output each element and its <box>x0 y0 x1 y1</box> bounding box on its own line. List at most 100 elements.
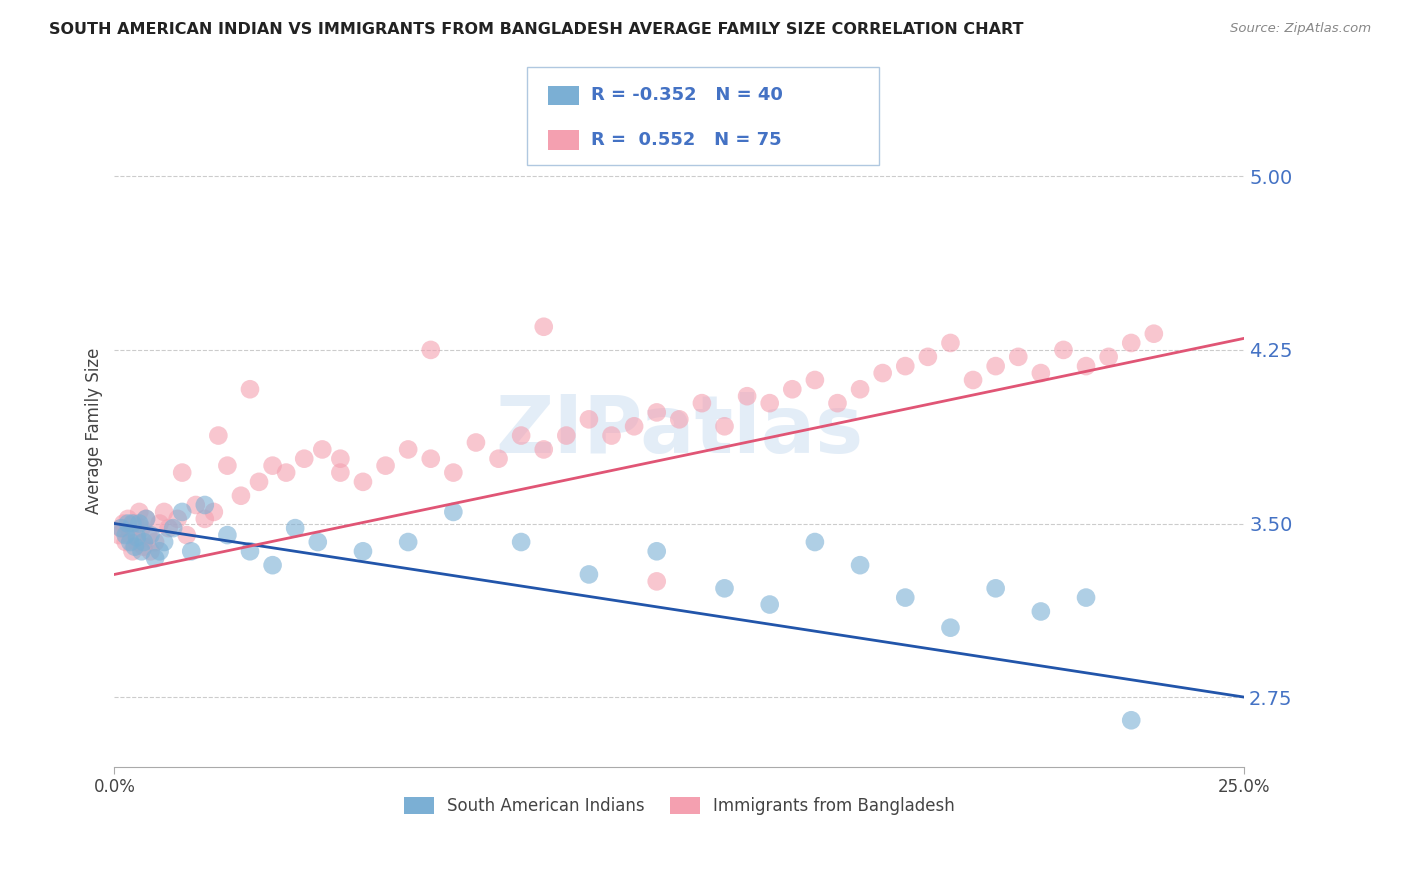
Point <box>984 359 1007 373</box>
Point <box>172 505 194 519</box>
Point <box>132 535 155 549</box>
Point <box>804 373 827 387</box>
Point <box>135 512 157 526</box>
Point <box>117 512 139 526</box>
Point <box>1074 591 1097 605</box>
Point <box>827 396 849 410</box>
Point <box>668 412 690 426</box>
Point <box>110 521 132 535</box>
Point <box>121 544 143 558</box>
Text: Source: ZipAtlas.com: Source: ZipAtlas.com <box>1230 22 1371 36</box>
Point <box>533 319 555 334</box>
Point <box>110 521 132 535</box>
Point <box>555 428 578 442</box>
Point <box>176 528 198 542</box>
Point <box>207 428 229 442</box>
Point <box>939 335 962 350</box>
Point <box>124 540 146 554</box>
Point <box>239 544 262 558</box>
Point <box>374 458 396 473</box>
Point <box>1007 350 1029 364</box>
Point <box>1121 335 1143 350</box>
Point <box>292 451 315 466</box>
Point <box>131 521 153 535</box>
Point <box>645 544 668 558</box>
Point <box>488 451 510 466</box>
Point <box>352 544 374 558</box>
Point <box>735 389 758 403</box>
Point <box>1029 605 1052 619</box>
Point <box>262 558 284 573</box>
Point <box>143 535 166 549</box>
Point <box>396 442 419 457</box>
Point <box>645 574 668 589</box>
Text: ZIPatlas: ZIPatlas <box>495 392 863 470</box>
Point <box>311 442 333 457</box>
Point <box>153 505 176 519</box>
Point <box>533 442 555 457</box>
Point <box>510 535 533 549</box>
Point <box>108 528 131 542</box>
Point <box>578 412 600 426</box>
Point <box>758 396 780 410</box>
Point <box>645 405 668 419</box>
Point <box>690 396 713 410</box>
Point <box>962 373 984 387</box>
Point <box>1029 366 1052 380</box>
Text: SOUTH AMERICAN INDIAN VS IMMIGRANTS FROM BANGLADESH AVERAGE FAMILY SIZE CORRELAT: SOUTH AMERICAN INDIAN VS IMMIGRANTS FROM… <box>49 22 1024 37</box>
Point <box>217 528 239 542</box>
Point <box>758 598 780 612</box>
Point <box>441 505 464 519</box>
Point <box>1098 350 1121 364</box>
Point <box>229 489 252 503</box>
Point <box>131 544 153 558</box>
Point <box>149 544 172 558</box>
Point <box>239 382 262 396</box>
Point <box>623 419 645 434</box>
Point <box>465 435 488 450</box>
Point <box>202 505 225 519</box>
Point <box>166 512 188 526</box>
Text: R =  0.552   N = 75: R = 0.552 N = 75 <box>591 131 782 149</box>
Point <box>600 428 623 442</box>
Point <box>352 475 374 489</box>
Point <box>894 359 917 373</box>
Point <box>172 466 194 480</box>
Point <box>1143 326 1166 341</box>
Point <box>120 535 142 549</box>
Point <box>849 382 872 396</box>
Text: R = -0.352   N = 40: R = -0.352 N = 40 <box>591 87 782 104</box>
Point <box>1121 713 1143 727</box>
Point <box>396 535 419 549</box>
Point <box>153 535 176 549</box>
Point <box>329 451 352 466</box>
Point <box>849 558 872 573</box>
Point <box>132 540 155 554</box>
Point <box>441 466 464 480</box>
Point <box>276 466 298 480</box>
Point <box>307 535 329 549</box>
Point <box>510 428 533 442</box>
Point <box>713 419 735 434</box>
Point <box>247 475 270 489</box>
Point <box>184 498 207 512</box>
Point <box>329 466 352 480</box>
Point <box>117 516 139 531</box>
Point <box>419 451 441 466</box>
Point <box>128 505 150 519</box>
Point <box>284 521 307 535</box>
Point <box>578 567 600 582</box>
Point <box>713 582 735 596</box>
Point <box>114 535 136 549</box>
Point <box>939 621 962 635</box>
Point <box>917 350 939 364</box>
Point <box>894 591 917 605</box>
Point <box>124 516 146 531</box>
Point <box>1074 359 1097 373</box>
Y-axis label: Average Family Size: Average Family Size <box>86 348 103 514</box>
Point <box>139 544 162 558</box>
Point <box>143 551 166 566</box>
Point <box>804 535 827 549</box>
Point <box>872 366 894 380</box>
Point <box>135 512 157 526</box>
